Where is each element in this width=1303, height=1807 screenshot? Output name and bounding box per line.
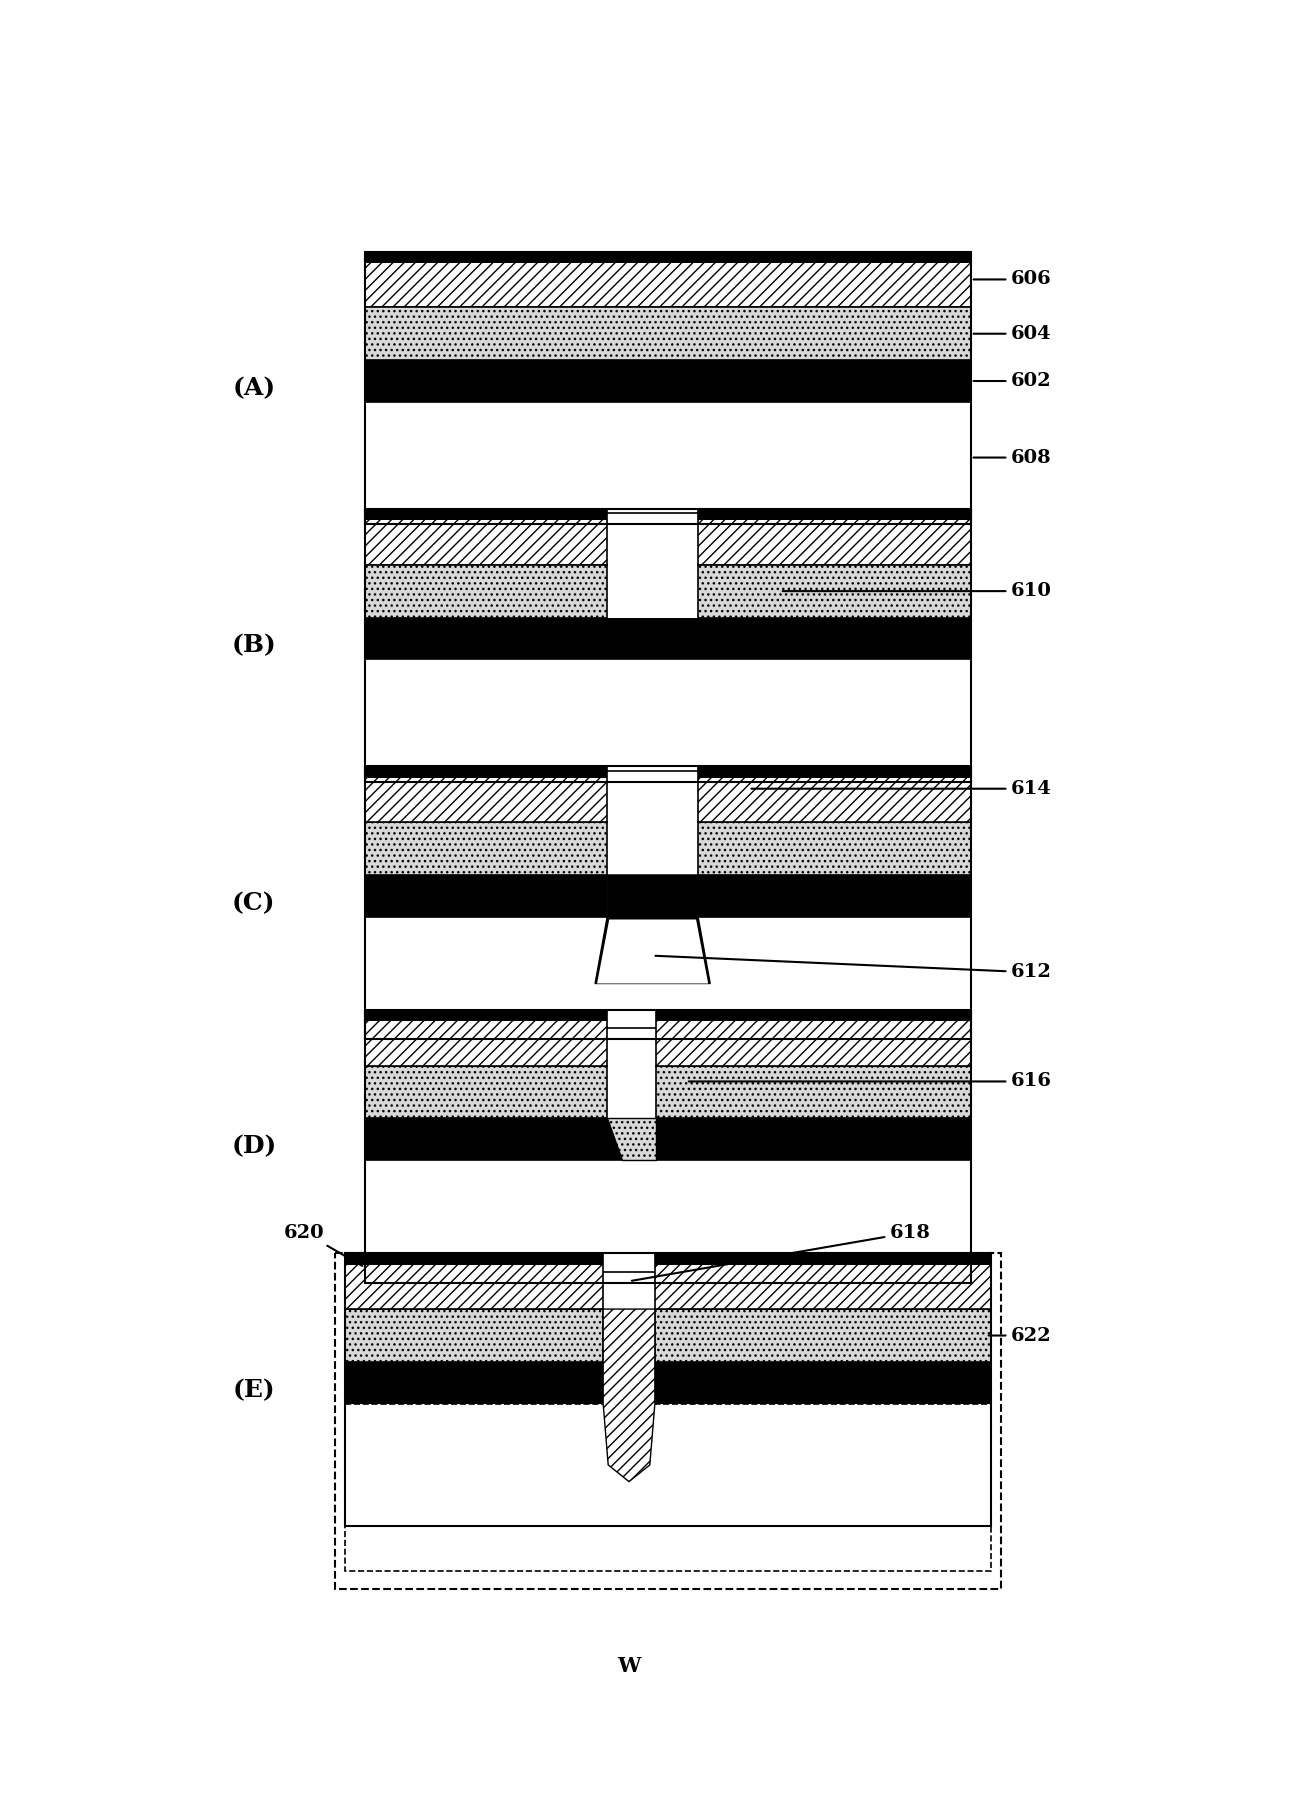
Bar: [365, 360, 971, 401]
Bar: [344, 1362, 603, 1404]
Bar: [655, 1254, 992, 1265]
Polygon shape: [597, 920, 709, 983]
Bar: [365, 618, 971, 660]
Bar: [365, 822, 607, 875]
Bar: [365, 251, 971, 307]
Bar: [365, 401, 971, 513]
Bar: [365, 1066, 607, 1119]
Bar: [365, 251, 971, 262]
Bar: [655, 1010, 971, 1021]
Bar: [344, 1254, 990, 1527]
Bar: [365, 916, 971, 1028]
Text: 612: 612: [655, 956, 1052, 981]
Text: 608: 608: [973, 448, 1052, 466]
Bar: [698, 510, 971, 520]
Bar: [365, 510, 971, 782]
Bar: [365, 1010, 607, 1066]
Polygon shape: [603, 1308, 655, 1482]
Bar: [365, 510, 607, 520]
Text: 620: 620: [284, 1223, 362, 1267]
Bar: [365, 1010, 607, 1021]
Bar: [655, 1066, 971, 1119]
Bar: [344, 1254, 603, 1265]
Text: 604: 604: [973, 325, 1052, 343]
Text: 614: 614: [752, 779, 1052, 797]
Bar: [365, 766, 607, 777]
Text: 610: 610: [783, 582, 1052, 600]
Bar: [607, 1119, 655, 1160]
Bar: [365, 1010, 971, 1283]
Bar: [365, 251, 971, 524]
Bar: [365, 660, 971, 770]
Bar: [344, 1362, 990, 1404]
Bar: [365, 1160, 971, 1272]
Bar: [344, 1308, 603, 1362]
Text: 622: 622: [989, 1326, 1052, 1344]
Text: 606: 606: [973, 271, 1052, 289]
Bar: [698, 510, 971, 564]
Bar: [365, 510, 607, 564]
Bar: [365, 875, 607, 916]
Bar: [365, 564, 607, 618]
Bar: [335, 1254, 1001, 1588]
Text: 616: 616: [689, 1072, 1052, 1090]
Polygon shape: [607, 1119, 655, 1160]
Bar: [698, 875, 971, 916]
Text: (B): (B): [232, 634, 276, 658]
Text: W: W: [618, 1655, 641, 1675]
Text: 602: 602: [973, 372, 1052, 390]
Text: (C): (C): [232, 891, 275, 914]
Bar: [655, 1362, 992, 1404]
Text: (D): (D): [231, 1135, 276, 1158]
Text: 618: 618: [632, 1223, 930, 1281]
Bar: [365, 307, 971, 360]
Bar: [365, 766, 607, 822]
Bar: [698, 822, 971, 875]
Bar: [365, 1119, 607, 1160]
Bar: [698, 564, 971, 618]
Text: (E): (E): [232, 1377, 275, 1402]
Bar: [655, 1308, 992, 1362]
Bar: [655, 1010, 971, 1066]
Bar: [655, 1254, 992, 1308]
Bar: [698, 766, 971, 822]
Bar: [655, 1119, 971, 1160]
Polygon shape: [595, 875, 710, 983]
Bar: [344, 1404, 990, 1570]
Bar: [365, 766, 971, 1039]
Bar: [344, 1254, 603, 1308]
Text: (A): (A): [232, 376, 275, 399]
Bar: [698, 766, 971, 777]
